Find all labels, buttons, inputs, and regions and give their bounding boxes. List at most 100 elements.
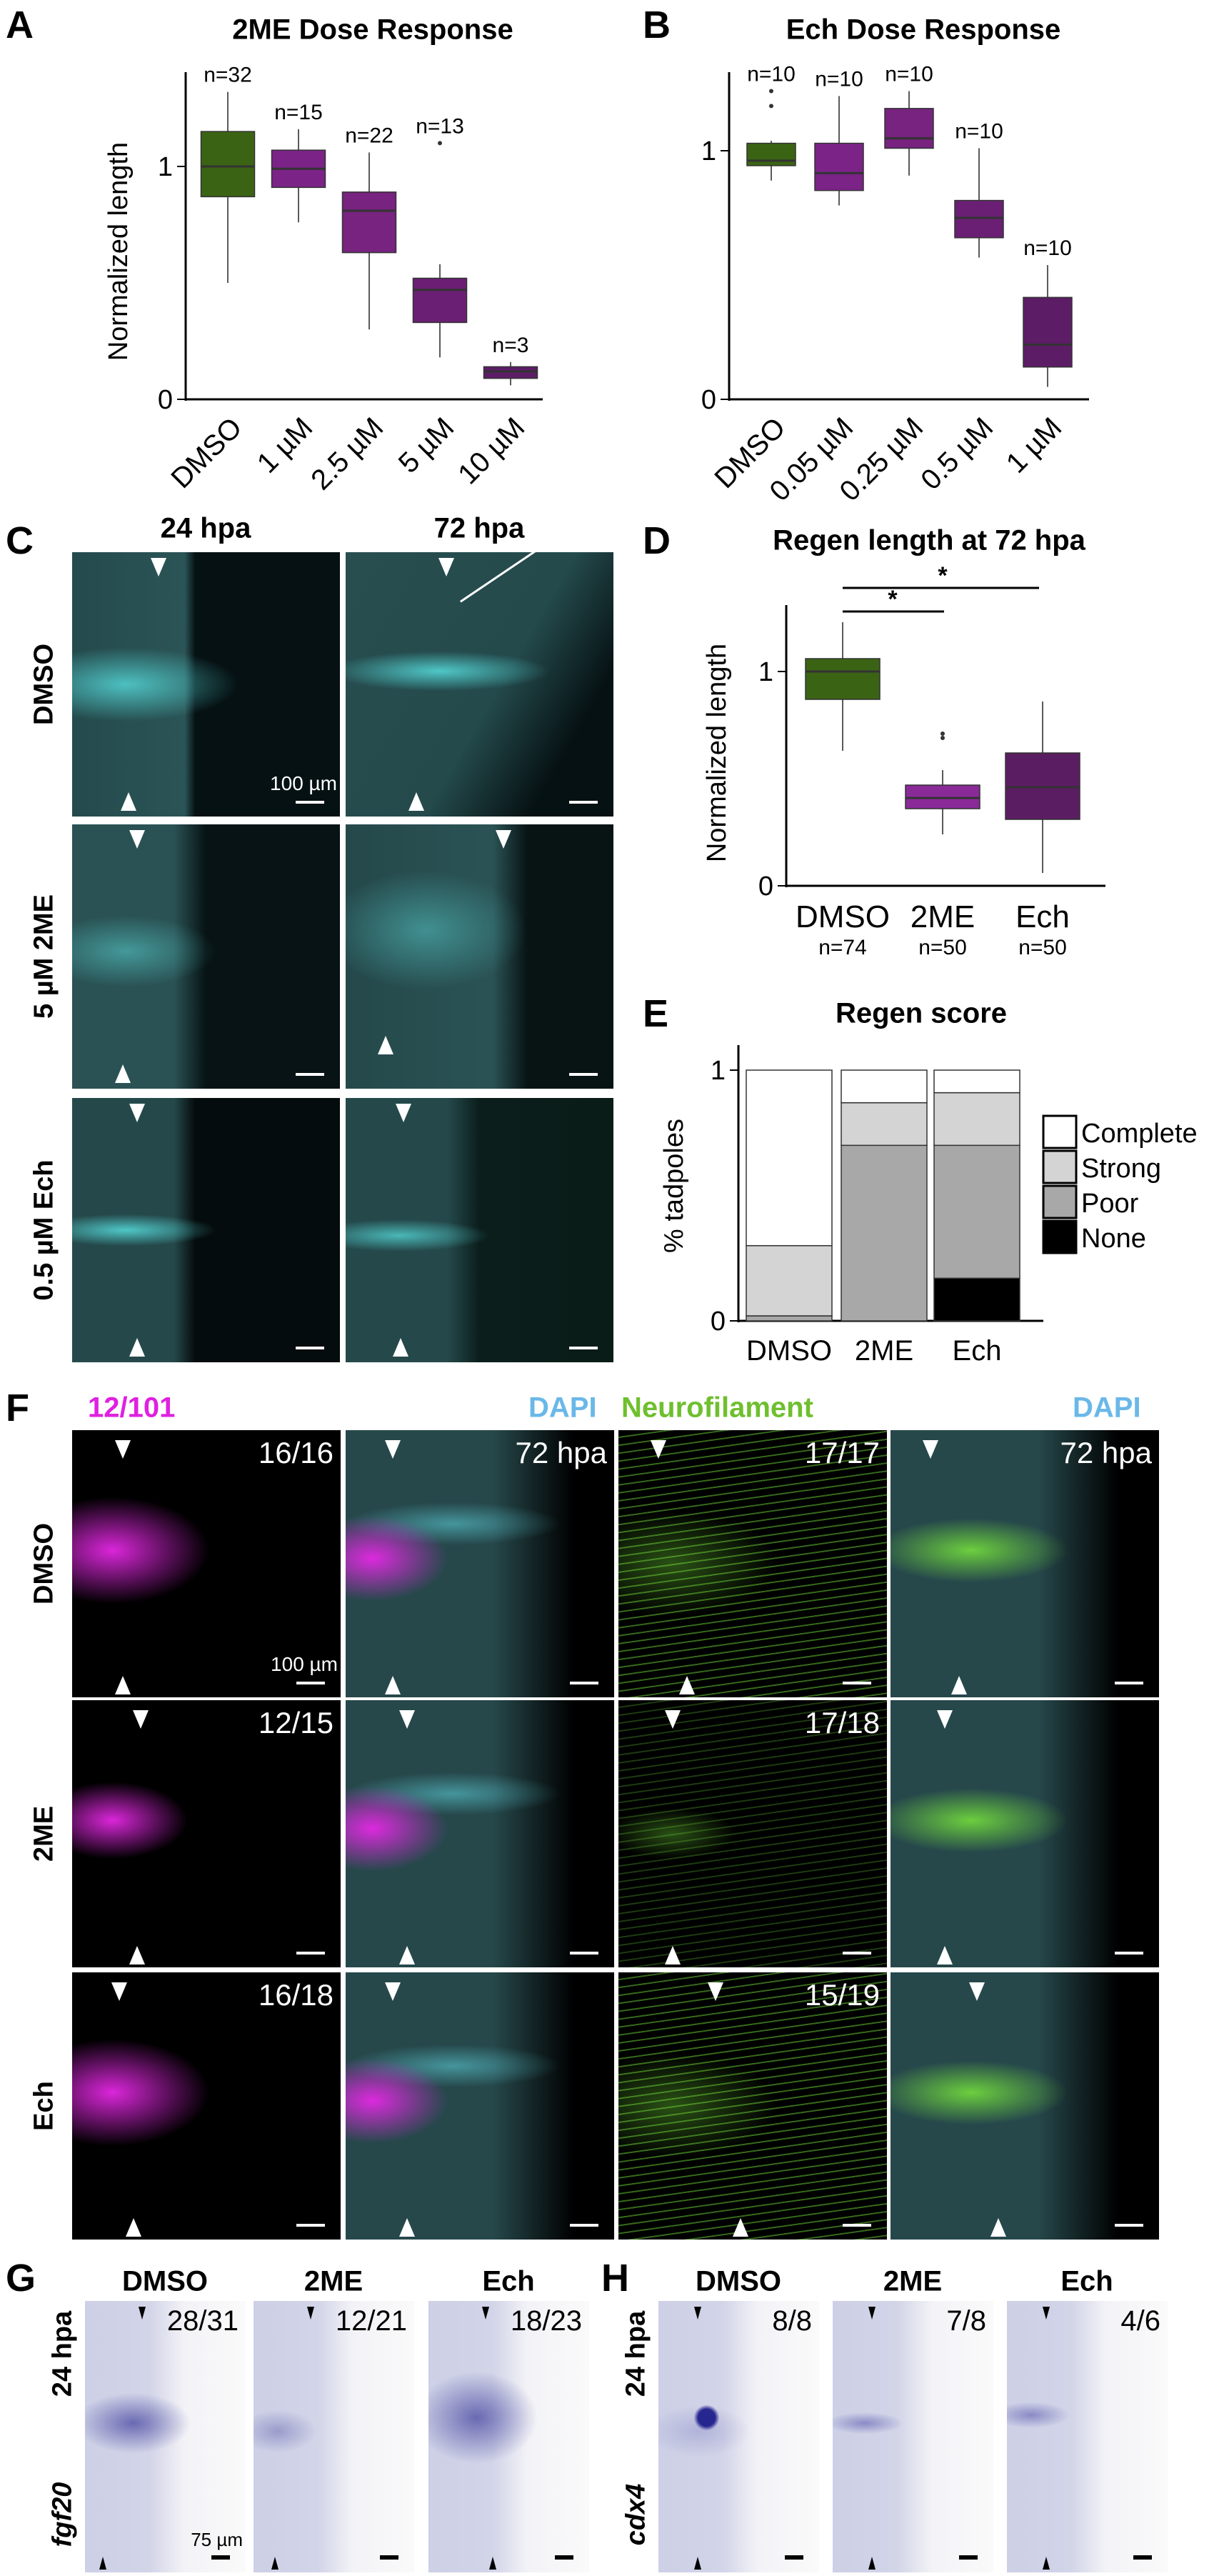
column-header-g-1: 2ME [304, 2265, 363, 2297]
measurement-line [460, 552, 586, 603]
E-bar-segment-poor [841, 1144, 928, 1322]
micrograph-f-row1-col1 [346, 1700, 614, 1967]
arrowhead-top-icon [385, 1440, 401, 1459]
B-x-tick-label: 1 µM [1000, 411, 1068, 479]
D-y-tick-label: 1 [758, 657, 773, 687]
A-box-2 [341, 191, 397, 254]
arrowhead-bottom-icon [868, 2557, 876, 2570]
micrograph-f-row2-col3 [891, 1972, 1159, 2240]
E-y-tick-label: 0 [711, 1307, 726, 1337]
A-n-label: n=15 [274, 101, 323, 124]
scale-bar [296, 1952, 325, 1955]
B-outlier-point [769, 89, 773, 94]
B-n-label: n=10 [747, 62, 796, 86]
ish-image-g-1: 12/21 [254, 2301, 414, 2572]
ish-image-g-0: 28/31 75 µm [85, 2301, 246, 2572]
B-y-tick-label: 0 [701, 385, 716, 415]
E-legend-swatch [1042, 1149, 1078, 1184]
arrowhead-top-icon [111, 1982, 127, 2001]
arrowhead-bottom-icon [129, 1338, 145, 1357]
scale-bar [1115, 1952, 1143, 1955]
E-x-tick-label: DMSO [746, 1335, 832, 1367]
arrowhead-top-icon [923, 1440, 938, 1459]
panel-label-c: C [6, 519, 34, 562]
B-n-label: n=10 [885, 62, 933, 86]
scale-bar [570, 2224, 598, 2227]
fraction-label: 18/23 [510, 2305, 582, 2337]
A-y-axis-label: Normalized length [104, 142, 134, 361]
micrograph-c-row2-col1 [346, 1098, 613, 1362]
scale-bar [785, 2555, 803, 2560]
arrowhead-bottom-icon [1043, 2557, 1050, 2570]
scale-bar [843, 1952, 871, 1955]
arrowhead-top-icon [307, 2307, 314, 2320]
header-dapi-2: DAPI [1073, 1392, 1141, 1424]
E-bar-segment-strong [746, 1244, 833, 1317]
arrowhead-bottom-icon [126, 2218, 141, 2237]
B-n-label: n=10 [815, 67, 863, 91]
scale-bar [959, 2555, 978, 2560]
arrowhead-bottom-icon [694, 2557, 701, 2570]
scale-bar [296, 2224, 325, 2227]
B-box-0 [746, 142, 796, 166]
gene-label-g: fgf20 [47, 2482, 78, 2547]
E-bar-segment-complete [746, 1069, 833, 1247]
micrograph-c-row1-col0 [72, 824, 340, 1089]
panel-label-b: B [643, 4, 671, 46]
B-x-tick-label: 0.5 µM [915, 411, 999, 496]
row-label-f-2: Ech [29, 2081, 59, 2131]
arrowhead-bottom-icon [393, 1338, 408, 1357]
ish-image-h-0: 8/8 [658, 2301, 819, 2572]
arrowhead-top-icon [694, 2307, 701, 2320]
arrowhead-bottom-icon [129, 1946, 145, 1965]
column-header-g-0: DMSO [122, 2265, 208, 2297]
chart-title-d: Regen length at 72 hpa [773, 524, 1085, 556]
arrowhead-top-icon [129, 1104, 145, 1122]
A-x-tick-label: DMSO [165, 411, 248, 494]
A-x-tick-label: 5 µM [393, 411, 461, 479]
chart-title-b: Ech Dose Response [786, 14, 1061, 46]
arrowhead-top-icon [133, 1710, 149, 1729]
gene-label-h: cdx4 [621, 2483, 651, 2546]
scale-bar-label: 75 µm [191, 2529, 243, 2550]
fraction-label: 15/19 [804, 1978, 880, 2012]
arrowhead-top-icon [115, 1440, 131, 1459]
E-legend-label: Strong [1081, 1154, 1161, 1184]
fraction-label: 28/31 [166, 2305, 239, 2337]
arrowhead-top-icon [139, 2307, 146, 2320]
arrowhead-bottom-icon [115, 1676, 131, 1694]
scale-bar [843, 2224, 871, 2227]
arrowhead-top-icon [399, 1710, 415, 1729]
arrowhead-bottom-icon [115, 1064, 131, 1083]
header-dapi-1: DAPI [528, 1392, 597, 1424]
micrograph-f-row1-col0: 12/15 [72, 1700, 341, 1967]
D-significance-star: * [888, 586, 898, 613]
scale-bar [569, 1347, 598, 1349]
E-legend-label: Poor [1081, 1189, 1139, 1219]
row-label-g-timepoint: 24 hpa [47, 2310, 78, 2397]
scale-bar [380, 2555, 398, 2560]
arrowhead-bottom-icon [99, 2557, 106, 2570]
A-box-4 [483, 366, 538, 379]
scale-bar [570, 1682, 598, 1684]
fraction-label: 16/18 [258, 1978, 333, 2012]
row-label-h-timepoint: 24 hpa [621, 2310, 651, 2397]
micrograph-c-row0-col1 [346, 552, 613, 817]
panel-label-g: G [6, 2257, 36, 2300]
A-box-0 [200, 131, 256, 198]
micrograph-f-row0-col2: 17/17 [618, 1430, 887, 1697]
A-x-tick-label: 1 µM [251, 411, 319, 479]
A-n-label: n=22 [345, 124, 393, 147]
D-outlier-point [940, 736, 945, 740]
arrowhead-top-icon [396, 1104, 411, 1122]
A-x-tick-label: 2.5 µM [305, 411, 389, 496]
arrowhead-top-icon [129, 830, 145, 849]
arrowhead-top-icon [151, 558, 166, 576]
scale-bar [1133, 2555, 1152, 2560]
ish-image-g-2: 18/23 [428, 2301, 589, 2572]
B-box-4 [1023, 296, 1073, 368]
micrograph-c-row0-col0: 100 µm [72, 552, 340, 817]
D-x-tick-label: DMSO [796, 899, 890, 934]
arrowhead-top-icon [496, 830, 511, 849]
